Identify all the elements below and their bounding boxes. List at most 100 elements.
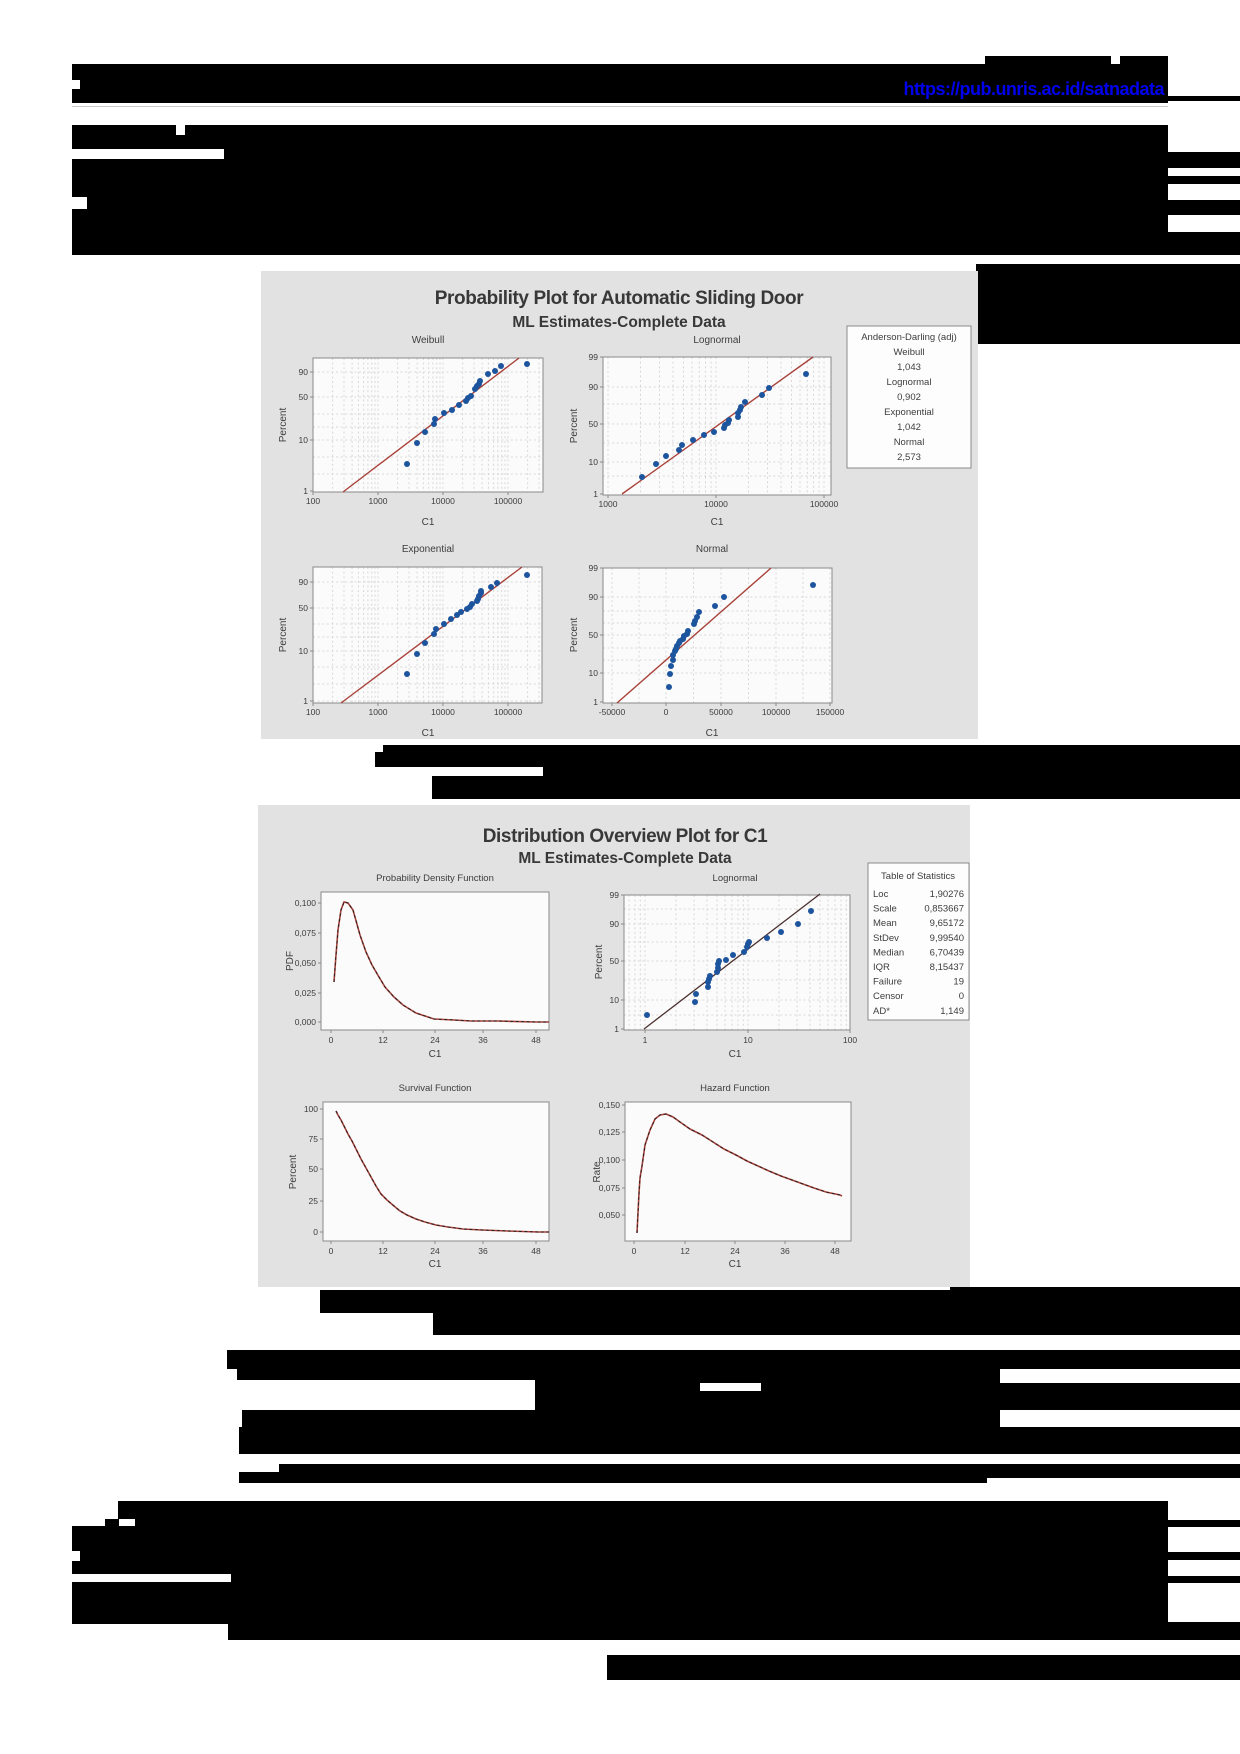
svg-text:24: 24	[430, 1246, 440, 1256]
svg-text:Rate: Rate	[592, 1161, 603, 1183]
svg-text:36: 36	[780, 1246, 790, 1256]
svg-text:1: 1	[593, 697, 598, 707]
svg-text:Table of Statistics: Table of Statistics	[881, 871, 955, 882]
svg-text:0,050: 0,050	[295, 958, 317, 968]
svg-text:48: 48	[531, 1035, 541, 1045]
svg-text:Exponential: Exponential	[402, 544, 454, 555]
svg-text:50: 50	[589, 630, 599, 640]
svg-text:10: 10	[610, 995, 620, 1005]
svg-text:Mean: Mean	[873, 918, 897, 929]
svg-text:50000: 50000	[709, 707, 733, 717]
svg-text:50: 50	[589, 419, 599, 429]
svg-text:PDF: PDF	[285, 951, 296, 971]
svg-text:Lognormal: Lognormal	[693, 335, 740, 346]
svg-text:12: 12	[378, 1035, 388, 1045]
svg-text:12: 12	[378, 1246, 388, 1256]
svg-text:0,853667: 0,853667	[924, 904, 964, 915]
svg-text:Anderson-Darling (adj): Anderson-Darling (adj)	[861, 332, 957, 343]
svg-text:Percent: Percent	[278, 618, 289, 653]
svg-text:50: 50	[299, 603, 309, 613]
svg-text:Percent: Percent	[288, 1155, 299, 1190]
svg-text:90: 90	[299, 577, 309, 587]
svg-text:10000: 10000	[431, 496, 455, 506]
svg-text:10: 10	[589, 457, 599, 467]
svg-text:AD*: AD*	[873, 1006, 890, 1017]
svg-text:90: 90	[589, 592, 599, 602]
svg-text:Weibull: Weibull	[412, 335, 445, 346]
svg-text:10: 10	[299, 646, 309, 656]
svg-text:Probability Plot for Automatic: Probability Plot for Automatic Sliding D…	[435, 288, 804, 309]
svg-text:100000: 100000	[810, 499, 839, 509]
svg-text:Lognormal: Lognormal	[713, 873, 758, 884]
svg-text:10: 10	[299, 435, 309, 445]
svg-text:90: 90	[299, 367, 309, 377]
svg-text:12: 12	[680, 1246, 690, 1256]
svg-text:0: 0	[959, 991, 964, 1002]
svg-text:100000: 100000	[494, 496, 523, 506]
svg-text:0: 0	[313, 1227, 318, 1237]
svg-text:50: 50	[309, 1164, 319, 1174]
svg-text:0,100: 0,100	[295, 898, 317, 908]
svg-text:-50000: -50000	[599, 707, 626, 717]
svg-text:C1: C1	[422, 517, 435, 528]
svg-text:25: 25	[309, 1196, 319, 1206]
svg-text:36: 36	[478, 1035, 488, 1045]
svg-text:6,70439: 6,70439	[930, 947, 964, 958]
svg-text:0,000: 0,000	[295, 1017, 317, 1027]
svg-text:StDev: StDev	[873, 933, 899, 944]
svg-text:Percent: Percent	[569, 618, 580, 653]
svg-text:1000: 1000	[369, 496, 388, 506]
svg-text:Percent: Percent	[278, 408, 289, 443]
svg-text:10: 10	[743, 1035, 753, 1045]
svg-text:75: 75	[309, 1134, 319, 1144]
svg-text:48: 48	[830, 1246, 840, 1256]
svg-text:C1: C1	[729, 1049, 742, 1060]
svg-text:C1: C1	[711, 517, 724, 528]
svg-text:1: 1	[303, 696, 308, 706]
svg-text:90: 90	[610, 919, 620, 929]
svg-text:Hazard Function: Hazard Function	[700, 1083, 770, 1094]
svg-text:10000: 10000	[431, 707, 455, 717]
svg-text:48: 48	[531, 1246, 541, 1256]
svg-text:C1: C1	[706, 728, 719, 739]
svg-text:Percent: Percent	[594, 945, 605, 980]
svg-text:C1: C1	[422, 728, 435, 739]
svg-text:1,149: 1,149	[940, 1006, 964, 1017]
svg-text:Scale: Scale	[873, 904, 897, 915]
svg-text:Failure: Failure	[873, 977, 902, 988]
svg-text:99: 99	[610, 890, 620, 900]
svg-text:19: 19	[953, 977, 964, 988]
svg-text:50: 50	[299, 392, 309, 402]
svg-text:Distribution Overview Plot for: Distribution Overview Plot for C1	[483, 826, 768, 847]
svg-text:C1: C1	[429, 1259, 442, 1270]
svg-text:100: 100	[306, 707, 320, 717]
svg-text:0: 0	[329, 1246, 334, 1256]
svg-text:1: 1	[303, 486, 308, 496]
svg-text:0,075: 0,075	[599, 1183, 621, 1193]
svg-text:0,100: 0,100	[599, 1155, 621, 1165]
svg-text:0: 0	[664, 707, 669, 717]
svg-text:2,573: 2,573	[897, 452, 921, 463]
svg-text:1,042: 1,042	[897, 422, 921, 433]
svg-text:Survival Function: Survival Function	[399, 1083, 472, 1094]
svg-text:50: 50	[610, 956, 620, 966]
svg-text:9,65172: 9,65172	[930, 918, 964, 929]
svg-text:8,15437: 8,15437	[930, 962, 964, 973]
svg-text:1000: 1000	[369, 707, 388, 717]
svg-text:150000: 150000	[816, 707, 845, 717]
svg-text:100000: 100000	[762, 707, 791, 717]
svg-text:C1: C1	[729, 1259, 742, 1270]
svg-text:100: 100	[304, 1104, 318, 1114]
svg-text:0,150: 0,150	[599, 1100, 621, 1110]
svg-text:Percent: Percent	[569, 409, 580, 444]
svg-text:1,90276: 1,90276	[930, 889, 964, 900]
svg-text:0,075: 0,075	[295, 928, 317, 938]
svg-text:Loc: Loc	[873, 889, 889, 900]
svg-text:Probability Density Function: Probability Density Function	[376, 873, 494, 884]
svg-text:Normal: Normal	[696, 544, 728, 555]
svg-text:IQR: IQR	[873, 962, 890, 973]
svg-text:100: 100	[843, 1035, 857, 1045]
svg-text:90: 90	[589, 382, 599, 392]
svg-text:24: 24	[730, 1246, 740, 1256]
svg-text:99: 99	[589, 563, 599, 573]
